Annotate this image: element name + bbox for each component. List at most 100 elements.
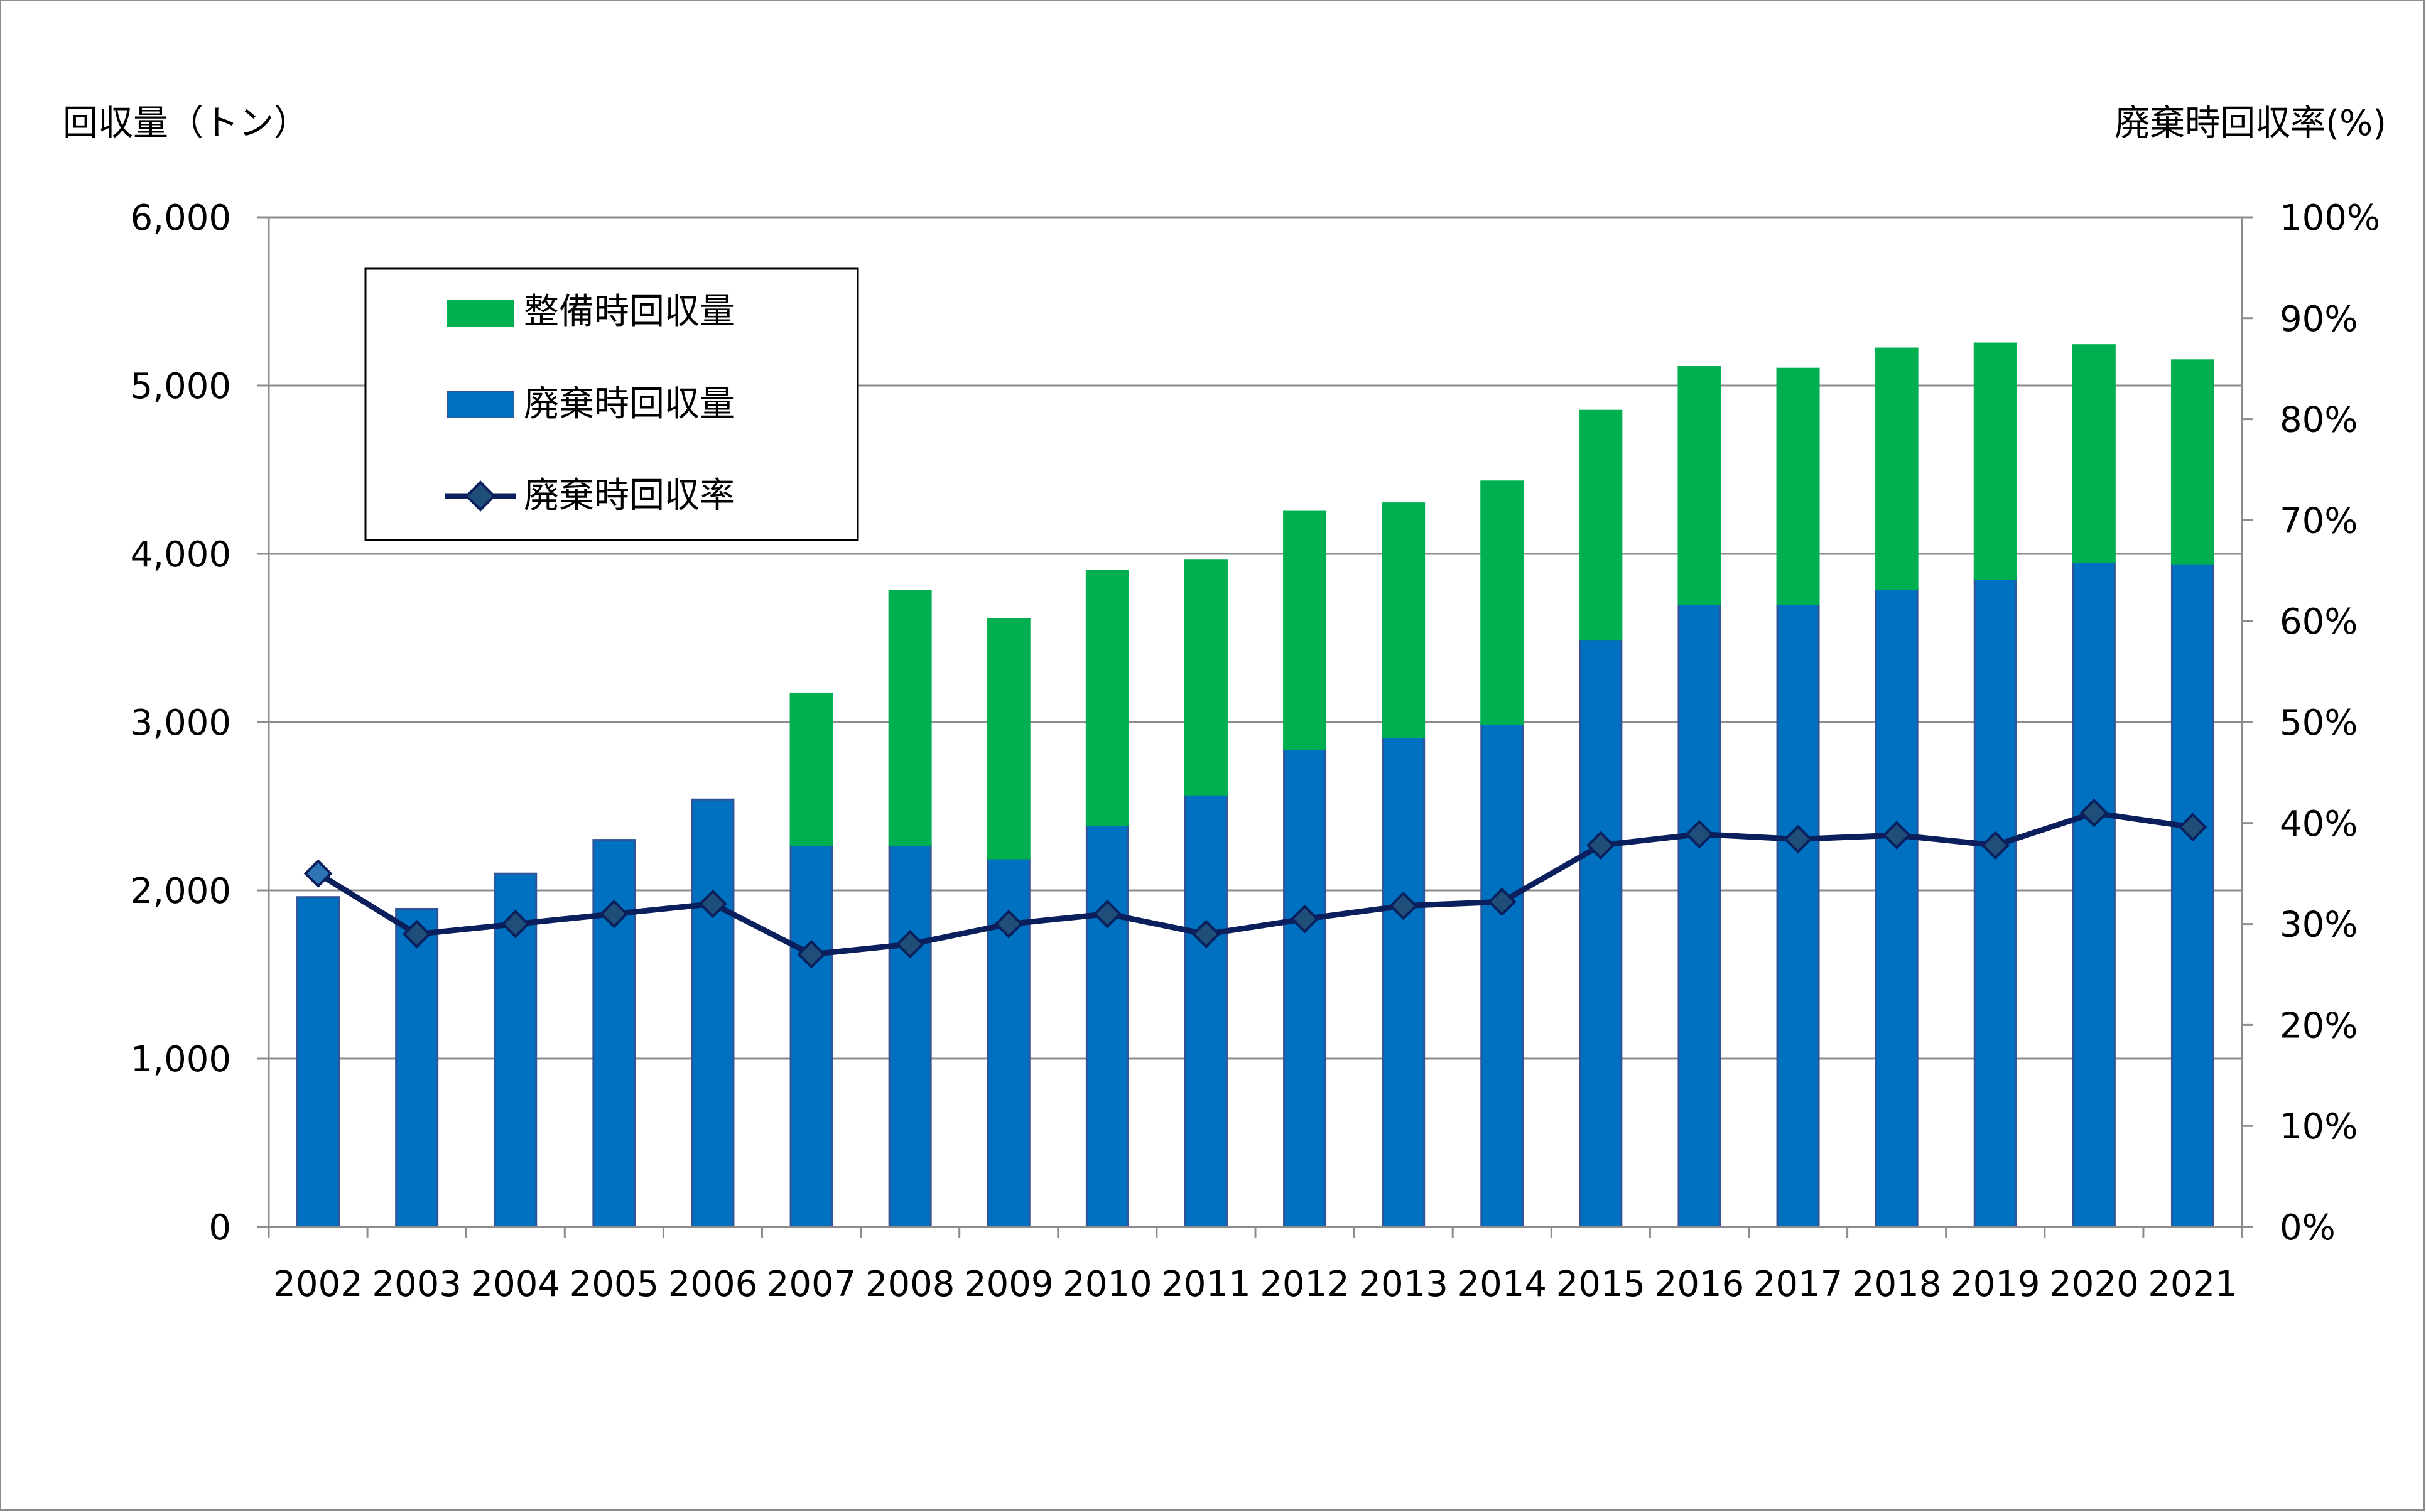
bar-maintenance [888, 590, 932, 846]
rate-marker [303, 859, 333, 888]
rate-marker [1685, 819, 1714, 849]
bar-maintenance [2072, 344, 2116, 563]
bar-disposal [1973, 578, 2017, 1228]
rate-marker [402, 919, 431, 949]
bar-maintenance [1776, 367, 1820, 605]
line-layer [303, 798, 2207, 969]
x-tick-label: 2006 [668, 1264, 758, 1305]
bar-maintenance [1283, 510, 1327, 750]
bar-disposal [1283, 748, 1327, 1228]
x-tick-label: 2017 [1753, 1264, 1843, 1305]
left-tick-label: 1,000 [131, 1039, 231, 1080]
bar-maintenance [1677, 366, 1721, 605]
right-tick-label: 60% [2280, 602, 2358, 642]
rate-marker [501, 909, 530, 939]
bar-disposal [1085, 823, 1129, 1228]
bar-disposal [1480, 723, 1524, 1228]
rate-marker [797, 940, 826, 969]
rate-marker [1389, 891, 1418, 921]
x-tick-label: 2011 [1161, 1264, 1251, 1305]
right-tick-label: 50% [2280, 703, 2358, 743]
legend: 整備時回収量 廃棄時回収量 廃棄時回収率 [364, 267, 859, 541]
rate-marker [2079, 798, 2109, 828]
right-tick-label: 40% [2280, 804, 2358, 845]
bar-disposal [1875, 588, 1919, 1228]
bars-layer [296, 342, 2214, 1228]
rate-marker [896, 929, 924, 959]
rate-marker [1784, 824, 1812, 854]
rate-marker [1487, 887, 1517, 917]
right-tick-label: 80% [2280, 400, 2358, 441]
bar-disposal [2072, 561, 2116, 1228]
bar-disposal [1579, 639, 1623, 1228]
legend-swatch-maintenance [447, 300, 514, 327]
left-tick-label: 6,000 [131, 198, 231, 239]
bar-maintenance [1085, 570, 1129, 826]
x-tick-label: 2018 [1852, 1264, 1942, 1305]
bar-disposal [1382, 736, 1426, 1228]
x-tick-label: 2021 [2148, 1264, 2238, 1305]
right-tick-label: 90% [2280, 299, 2358, 340]
bar-maintenance [1875, 347, 1919, 590]
bar-disposal [888, 844, 932, 1228]
bar-maintenance [1579, 409, 1623, 641]
rate-marker [1981, 831, 2010, 860]
left-axis-title: 回収量（トン） [63, 103, 309, 144]
bar-maintenance [2170, 359, 2214, 565]
bar-maintenance [789, 692, 833, 846]
x-tick-label: 2003 [372, 1264, 462, 1305]
x-tick-label: 2012 [1260, 1264, 1350, 1305]
left-tick-label: 4,000 [131, 534, 231, 575]
rate-marker [698, 889, 727, 919]
rate-marker [600, 899, 629, 929]
bar-disposal [2170, 563, 2214, 1228]
x-tick-label: 2004 [470, 1264, 560, 1305]
x-tick-label: 2007 [767, 1264, 857, 1305]
right-tick-label: 70% [2280, 500, 2358, 541]
legend-swatch-disposal [447, 391, 514, 418]
rate-marker [1093, 899, 1122, 929]
bar-disposal [1776, 603, 1820, 1228]
rate-marker [2178, 813, 2207, 842]
x-tick-label: 2002 [273, 1264, 363, 1305]
x-tick-label: 2016 [1655, 1264, 1745, 1305]
right-tick-label: 30% [2280, 905, 2358, 946]
bar-disposal [1677, 603, 1721, 1228]
bar-disposal [592, 839, 636, 1228]
left-tick-label: 3,000 [131, 703, 231, 743]
legend-marker-rate [465, 480, 496, 512]
bar-maintenance [1382, 502, 1426, 738]
x-tick-label: 2019 [1951, 1264, 2040, 1305]
bar-disposal [296, 896, 340, 1228]
bar-maintenance [1480, 480, 1524, 725]
bar-maintenance [987, 618, 1031, 860]
x-tick-label: 2020 [2049, 1264, 2139, 1305]
x-tick-label: 2008 [865, 1264, 955, 1305]
x-tick-label: 2014 [1457, 1264, 1547, 1305]
ticks-layer: 0 1,000 2,000 3,000 4,000 5,000 6,000 0% 10% 20% 3… [131, 198, 2380, 1305]
x-tick-label: 2005 [570, 1264, 659, 1305]
bar-maintenance [1184, 559, 1228, 796]
bar-disposal [395, 907, 439, 1228]
legend-label-disposal: 廃棄時回収量 [524, 384, 735, 424]
bar-disposal [789, 844, 833, 1228]
x-tick-label: 2013 [1358, 1264, 1448, 1305]
rate-marker [1191, 919, 1221, 949]
right-tick-label: 100% [2280, 198, 2380, 239]
right-tick-label: 0% [2280, 1207, 2336, 1248]
legend-label-maintenance: 整備時回収量 [524, 291, 735, 332]
right-tick-label: 10% [2280, 1106, 2358, 1147]
x-tick-label: 2009 [964, 1264, 1054, 1305]
right-axis-title: 廃棄時回収率(%) [2115, 103, 2386, 144]
left-tick-label: 2,000 [131, 871, 231, 912]
legend-label-rate: 廃棄時回収率 [524, 475, 735, 516]
bar-maintenance [1973, 342, 2017, 580]
rate-marker [1586, 831, 1615, 860]
bar-disposal [1184, 793, 1228, 1228]
left-tick-label: 5,000 [131, 366, 231, 407]
rate-marker [1290, 904, 1319, 934]
x-tick-label: 2010 [1063, 1264, 1152, 1305]
rate-marker [994, 909, 1024, 939]
axes-layer [257, 216, 2253, 1238]
